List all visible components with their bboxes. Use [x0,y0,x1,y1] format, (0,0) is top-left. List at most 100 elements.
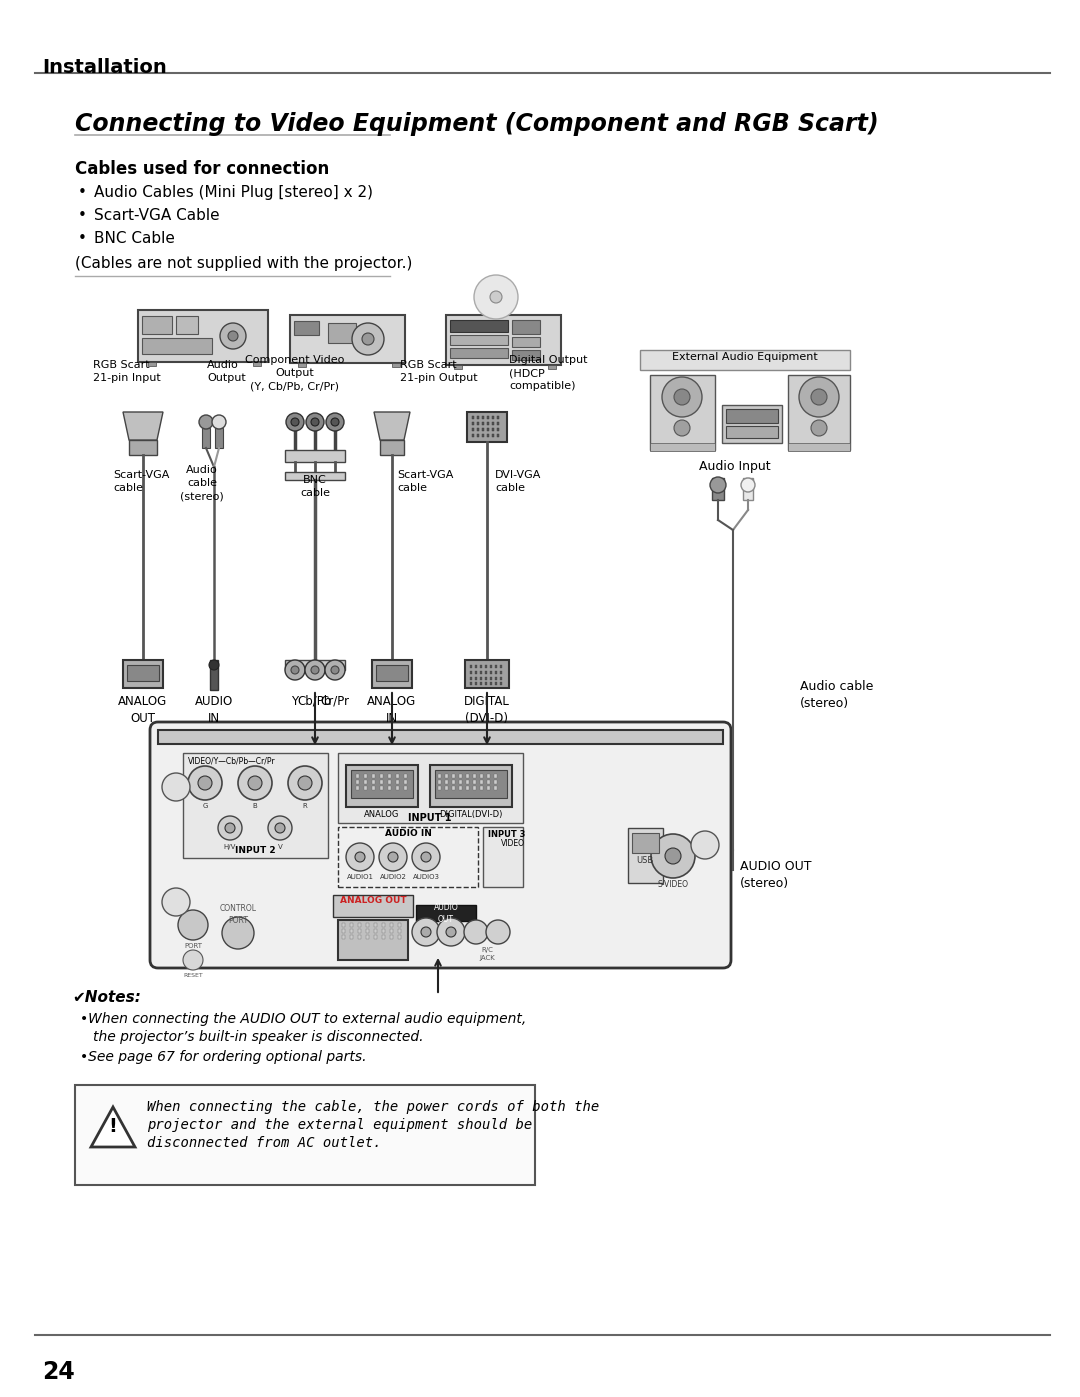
Bar [650,374,715,450]
Text: When connecting the cable, the power cords of both the: When connecting the cable, the power cor… [147,1099,599,1113]
Bar [176,316,198,334]
Bar [399,935,401,939]
Bar [453,787,455,789]
Bar [253,362,261,366]
Text: AUDIO1: AUDIO1 [347,875,374,880]
Bar [285,659,345,671]
Bar [390,923,393,928]
Bar [492,427,494,432]
Bar [500,671,502,673]
Bar [512,337,540,346]
Bar [465,774,469,778]
Bar [183,753,328,858]
Bar [640,351,850,370]
Circle shape [212,415,226,429]
Text: AUDIO
IN: AUDIO IN [194,694,233,725]
Bar [342,923,345,928]
Circle shape [437,918,465,946]
Circle shape [490,291,502,303]
Circle shape [222,916,254,949]
Bar [202,427,210,448]
Bar [396,787,399,789]
Bar [497,434,499,437]
Circle shape [248,775,262,789]
Circle shape [421,852,431,862]
Bar [475,665,477,668]
Text: BNC
cable: BNC cable [300,475,330,499]
Bar [548,365,556,369]
Bar [376,665,408,680]
Circle shape [286,414,303,432]
Bar [465,659,509,687]
Bar [495,671,497,673]
Text: BNC Cable: BNC Cable [94,231,175,246]
Text: AUDIO2: AUDIO2 [379,875,406,880]
Circle shape [238,766,272,800]
Bar [430,766,512,807]
Bar [483,827,523,887]
Bar [399,929,401,933]
Bar [404,780,407,784]
Circle shape [811,388,827,405]
Bar [723,405,782,443]
Bar [294,321,319,335]
Circle shape [183,950,203,970]
Text: USB: USB [636,856,653,865]
Bar [351,770,413,798]
Bar [396,780,399,784]
Bar [356,774,359,778]
Bar [480,671,482,673]
Bar [435,770,507,798]
Bar [399,923,401,928]
Circle shape [811,420,827,436]
Bar [380,780,383,784]
Bar [487,416,489,419]
Bar [485,678,487,680]
Circle shape [486,921,510,944]
Circle shape [330,418,339,426]
Bar [374,923,377,928]
Bar [482,422,484,425]
Text: G: G [202,803,207,809]
Text: (Cables are not supplied with the projector.): (Cables are not supplied with the projec… [75,256,413,271]
Bar [366,923,369,928]
Bar [215,427,222,448]
Text: AUDIO IN: AUDIO IN [384,828,431,838]
Bar [500,665,502,668]
Text: disconnected from AC outlet.: disconnected from AC outlet. [147,1136,381,1150]
Bar [382,935,384,939]
Bar [129,440,157,455]
Circle shape [388,852,399,862]
Bar [438,780,441,784]
Text: DIGITAL(DVI-D): DIGITAL(DVI-D) [440,810,502,819]
Bar [726,409,778,423]
Text: Cb/Pb: Cb/Pb [298,694,333,708]
Bar [374,935,377,939]
Bar [472,434,474,437]
Bar [396,774,399,778]
Text: R/C
JACK: R/C JACK [480,947,495,961]
Circle shape [162,888,190,916]
Text: Y: Y [292,694,298,708]
Text: External Audio Equipment: External Audio Equipment [672,352,818,362]
Circle shape [651,834,696,877]
Bar [500,682,502,685]
Bar [490,671,492,673]
Circle shape [710,476,726,493]
Circle shape [305,659,325,680]
Bar [380,787,383,789]
Bar [480,780,483,784]
Bar [346,766,418,807]
Bar [487,780,490,784]
Text: Audio Input: Audio Input [699,460,771,474]
Text: ANALOG
IN: ANALOG IN [367,694,417,725]
Circle shape [411,918,440,946]
Text: VIDEO: VIDEO [501,840,525,848]
FancyBboxPatch shape [338,827,478,887]
Bar [492,416,494,419]
Circle shape [474,275,518,319]
Text: •: • [78,208,86,224]
Circle shape [421,928,431,937]
Text: RESET: RESET [184,972,203,978]
Bar [445,787,448,789]
